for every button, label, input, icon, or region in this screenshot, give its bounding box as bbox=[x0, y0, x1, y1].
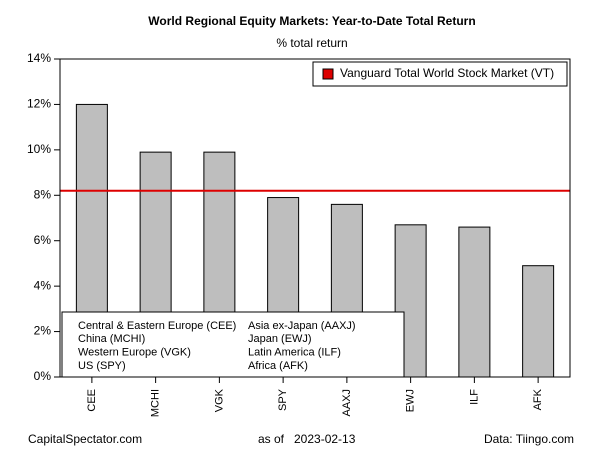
x-tick-label: CEE bbox=[86, 389, 98, 412]
x-tick-label: AAXJ bbox=[341, 389, 353, 417]
x-tick-label: EWJ bbox=[405, 389, 417, 412]
y-tick-label: 4% bbox=[34, 278, 52, 292]
note: Central & Eastern Europe (CEE) bbox=[78, 320, 236, 332]
note: Latin America (ILF) bbox=[248, 347, 341, 359]
note: US (SPY) bbox=[78, 360, 126, 372]
footer-source: CapitalSpectator.com bbox=[28, 432, 142, 446]
y-tick-label: 0% bbox=[34, 369, 52, 383]
note: Japan (EWJ) bbox=[248, 333, 312, 345]
y-tick-label: 6% bbox=[34, 233, 52, 247]
x-tick-label: ILF bbox=[468, 389, 480, 405]
note: Africa (AFK) bbox=[248, 360, 308, 372]
footer-as-of: as of bbox=[258, 432, 285, 446]
note: Western Europe (VGK) bbox=[78, 347, 191, 359]
note: Asia ex-Japan (AAXJ) bbox=[248, 320, 356, 332]
y-tick-label: 12% bbox=[27, 97, 51, 111]
x-tick-label: VGK bbox=[213, 388, 225, 412]
footer-data-source: Data: Tiingo.com bbox=[484, 432, 574, 446]
y-tick-label: 2% bbox=[34, 324, 52, 338]
footer-date: 2023-02-13 bbox=[294, 432, 356, 446]
chart-subtitle: % total return bbox=[276, 36, 347, 50]
legend-label: Vanguard Total World Stock Market (VT) bbox=[340, 66, 554, 80]
chart-title: World Regional Equity Markets: Year-to-D… bbox=[148, 14, 475, 28]
x-tick-label: AFK bbox=[532, 388, 544, 410]
legend-swatch bbox=[322, 68, 334, 80]
note: China (MCHI) bbox=[78, 333, 145, 345]
notes-box bbox=[61, 311, 405, 378]
bar bbox=[458, 226, 491, 378]
x-tick-label: SPY bbox=[277, 388, 289, 411]
bar bbox=[522, 265, 555, 378]
y-tick-label: 10% bbox=[27, 142, 51, 156]
y-tick-label: 8% bbox=[34, 187, 52, 201]
legend-box bbox=[312, 61, 568, 87]
x-tick-label: MCHI bbox=[150, 389, 162, 417]
plot-frame bbox=[59, 58, 571, 378]
y-tick-label: 14% bbox=[27, 51, 51, 65]
